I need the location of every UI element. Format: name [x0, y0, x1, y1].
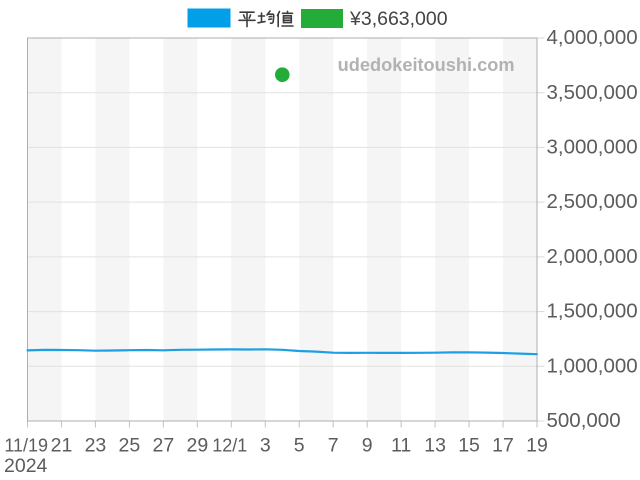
svg-text:9: 9 [362, 434, 373, 456]
svg-text:27: 27 [153, 434, 175, 456]
svg-text:5: 5 [294, 434, 305, 456]
svg-text:11: 11 [391, 434, 411, 456]
svg-text:¥3,663,000: ¥3,663,000 [349, 8, 448, 30]
svg-text:1,000,000: 1,000,000 [547, 354, 638, 377]
svg-text:7: 7 [328, 434, 339, 456]
svg-text:4,000,000: 4,000,000 [547, 26, 638, 49]
svg-text:12/1: 12/1 [212, 435, 247, 455]
svg-text:2024: 2024 [4, 455, 48, 477]
svg-text:3,000,000: 3,000,000 [547, 136, 638, 159]
svg-text:11/19: 11/19 [4, 435, 48, 455]
svg-text:500,000: 500,000 [547, 409, 621, 432]
svg-text:3: 3 [260, 434, 271, 456]
svg-text:19: 19 [526, 434, 548, 456]
svg-text:3,500,000: 3,500,000 [547, 81, 638, 104]
svg-text:13: 13 [424, 434, 446, 456]
svg-text:2,000,000: 2,000,000 [547, 245, 638, 268]
svg-text:2,500,000: 2,500,000 [547, 190, 638, 213]
svg-text:17: 17 [492, 434, 514, 456]
svg-text:25: 25 [119, 434, 141, 456]
svg-text:15: 15 [458, 434, 480, 456]
svg-text:1,500,000: 1,500,000 [547, 300, 638, 323]
svg-text:21: 21 [51, 434, 73, 456]
svg-text:udedokeitoushi.com: udedokeitoushi.com [338, 55, 515, 75]
svg-text:29: 29 [186, 434, 208, 456]
svg-text:23: 23 [85, 434, 107, 456]
